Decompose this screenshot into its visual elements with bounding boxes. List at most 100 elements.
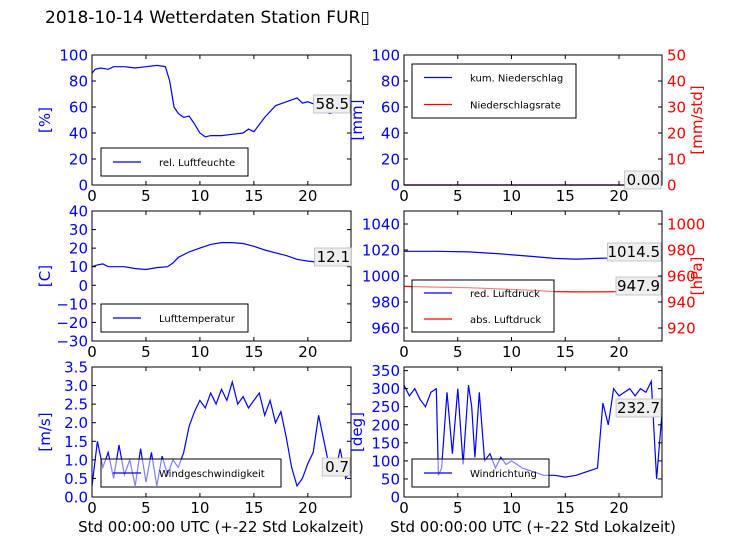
- legend-wind_dir: Windrichtung: [411, 458, 550, 488]
- x-tick-label-pressure-4: 20: [609, 343, 628, 361]
- legend-label-humidity-0: rel. Luftfeuchte: [159, 158, 235, 169]
- x-tick-label-pressure-0: 0: [399, 343, 409, 361]
- y-tick-label-right-precip-5: 50: [667, 47, 686, 65]
- y-tick-label-right-precip-0: 0: [667, 177, 677, 195]
- y-tick-label-right-precip-3: 30: [667, 99, 686, 117]
- y-tick-label-wind_dir-4: 200: [371, 416, 400, 434]
- y-tick-label-wind_dir-5: 250: [371, 398, 400, 416]
- value-annotation-box-pressure-0: [607, 242, 662, 262]
- y-tick-label-right-pressure-3: 980: [667, 242, 696, 260]
- y-tick-label-wind_dir-0: 0: [390, 489, 400, 507]
- figure-title: 2018-10-14 Wetterdaten Station FUR▯: [45, 8, 370, 28]
- panel-humidity: 0 5 10 15 20 0 20 40 60 80 100 [%] rel. Luftfeuchte 5…: [36, 47, 352, 205]
- value-annotation-wind_speed-0: 0.7: [325, 458, 349, 476]
- plot-frame-temperature: [91, 210, 352, 342]
- x-tick-label-humidity-1: 5: [141, 187, 151, 205]
- y-tick-label-precip-5: 100: [371, 47, 400, 65]
- value-annotation-box-wind_dir-0: [615, 398, 662, 418]
- x-tick-label-pressure-3: 15: [556, 343, 575, 361]
- y-tick-label-precip-3: 60: [381, 99, 400, 117]
- x-tick-label-temperature-0: 0: [87, 343, 97, 361]
- y-tick-label-wind_dir-3: 150: [371, 434, 400, 452]
- plot-frame-precip: [403, 54, 663, 186]
- x-tick-label-humidity-2: 10: [190, 187, 209, 205]
- legend-box-pressure: [411, 279, 555, 333]
- y-tick-label-right-pressure-2: 960: [667, 268, 696, 286]
- panel-temperature: 0 5 10 15 20−30−20−10010203040[C]Lufttempera…: [36, 203, 352, 361]
- x-tick-label-wind_dir-0: 0: [399, 499, 409, 517]
- y-tick-label-wind_speed-2: 1.0: [64, 451, 88, 469]
- x-tick-label-temperature-2: 10: [190, 343, 209, 361]
- value-annotation-temperature-0: 12.1: [317, 248, 350, 266]
- y-tick-label-temperature-4: 10: [69, 258, 88, 276]
- y-tick-label-wind_dir-7: 350: [371, 362, 400, 380]
- value-annotation-box-wind_speed-0: [321, 457, 351, 477]
- x-tick-label-humidity-3: 15: [244, 187, 263, 205]
- x-tick-label-wind_speed-1: 5: [141, 499, 151, 517]
- y-tick-label-wind_speed-7: 3.5: [64, 359, 88, 377]
- plot-frame-wind_speed: [91, 366, 352, 498]
- legend-label-pressure-1: abs. Luftdruck: [470, 315, 541, 326]
- x-tick-label-temperature-1: 5: [141, 343, 151, 361]
- x-tick-label-pressure-1: 5: [453, 343, 463, 361]
- y-tick-label-pressure-0: 960: [371, 320, 400, 338]
- value-annotation-box-pressure-1: [615, 276, 662, 296]
- plot-frame-wind_dir: [403, 366, 663, 498]
- y-tick-label-temperature-6: 30: [69, 221, 88, 239]
- x-tick-label-wind_speed-3: 15: [244, 499, 263, 517]
- legend-label-wind_speed-0: Windgeschwindigkeit: [159, 469, 265, 480]
- x-tick-label-wind_dir-1: 5: [453, 499, 463, 517]
- x-axis-label-right: Std 00:00:00 UTC (+-22 Std Lokalzeit): [390, 518, 676, 536]
- y-tick-label-wind_speed-5: 2.5: [64, 396, 88, 414]
- x-tick-label-wind_speed-2: 10: [190, 499, 209, 517]
- y-tick-label-right-pressure-4: 1000: [667, 216, 705, 234]
- value-annotation-pressure-1: 947.9: [617, 277, 660, 295]
- y-tick-label-temperature-7: 40: [69, 203, 88, 221]
- x-tick-label-precip-0: 0: [399, 187, 409, 205]
- y-axis-label-precip: [mm]: [348, 100, 366, 141]
- y-axis-label-wind_dir: [deg]: [348, 412, 366, 452]
- y-tick-label-precip-0: 0: [390, 177, 400, 195]
- x-tick-label-wind_speed-0: 0: [87, 499, 97, 517]
- y-tick-label-temperature-5: 20: [69, 240, 88, 258]
- y-tick-label-wind_speed-6: 3.0: [64, 377, 88, 395]
- panel-wind_dir: 0 5 10 15 20050100150200250300350[deg]Windri…: [348, 362, 663, 517]
- y-axis-label-temperature: [C]: [36, 265, 54, 287]
- legend-label-wind_dir-0: Windrichtung: [470, 469, 537, 480]
- y-tick-label-precip-2: 40: [381, 125, 400, 143]
- value-annotation-wind_dir-0: 232.7: [617, 399, 660, 417]
- value-annotation-pressure-0: 1014.5: [608, 243, 661, 261]
- y-tick-label-humidity-3: 60: [69, 99, 88, 117]
- legend-humidity: rel. Luftfeuchte: [100, 147, 249, 177]
- legend-label-pressure-0: red. Luftdruck: [470, 289, 540, 300]
- x-tick-label-precip-4: 20: [609, 187, 628, 205]
- y-tick-label-wind_speed-0: 0.0: [64, 489, 88, 507]
- legend-wind_speed: Windgeschwindigkeit: [100, 458, 282, 488]
- value-annotation-humidity-0: 58.5: [316, 95, 349, 113]
- y-tick-label-right-pressure-1: 940: [667, 294, 696, 312]
- legend-label-temperature-0: Lufttemperatur: [159, 314, 236, 325]
- y-tick-label-right-precip-1: 10: [667, 151, 686, 169]
- x-tick-label-wind_dir-2: 10: [502, 499, 521, 517]
- y-tick-label-right-pressure-0: 920: [667, 320, 696, 338]
- y-axis-label-right-precip: [mm/std]: [688, 85, 706, 154]
- y-tick-label-wind_dir-1: 50: [381, 470, 400, 488]
- y-tick-label-pressure-1: 980: [371, 294, 400, 312]
- x-tick-label-humidity-0: 0: [87, 187, 97, 205]
- legend-label-precip-0: kum. Niederschlag: [470, 74, 563, 85]
- legend-temperature: Lufttemperatur: [100, 303, 249, 333]
- panel-precip: 0 5 10 15 20 0 20 40 60 80 100 0 10 20 30 40 50 [mm] [mm/s…: [348, 47, 706, 206]
- y-tick-label-right-precip-4: 40: [667, 73, 686, 91]
- y-tick-label-pressure-2: 1000: [362, 268, 400, 286]
- value-annotation-box-humidity-0: [313, 94, 351, 114]
- x-tick-label-temperature-3: 15: [244, 343, 263, 361]
- panel-pressure: 0 5 10 15 20 960 980 1000 1020 1040 920 940 960 980 10…: [362, 210, 706, 361]
- y-tick-label-temperature-3: 0: [78, 277, 88, 295]
- y-tick-label-right-precip-2: 20: [667, 125, 686, 143]
- y-axis-label-wind_speed: [m/s]: [36, 412, 54, 451]
- x-tick-label-temperature-4: 20: [298, 343, 317, 361]
- x-tick-label-humidity-4: 20: [298, 187, 317, 205]
- x-tick-label-precip-3: 15: [556, 187, 575, 205]
